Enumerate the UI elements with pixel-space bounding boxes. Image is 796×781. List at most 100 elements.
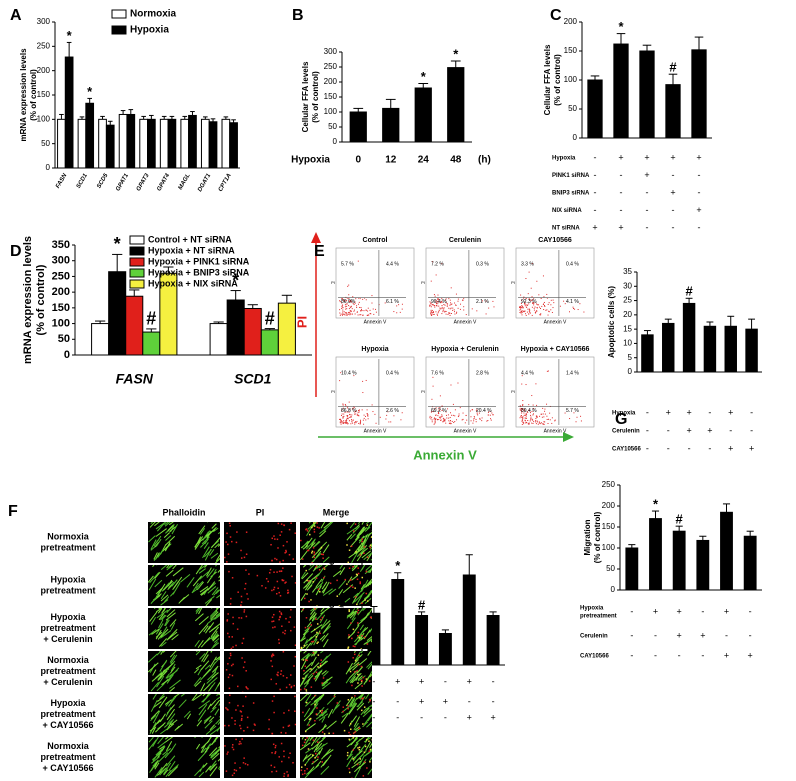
x-tick-label: MAGL	[178, 173, 192, 192]
nucleus	[270, 543, 272, 546]
actin-fiber	[301, 673, 309, 686]
nucleus	[227, 553, 230, 555]
nucleus	[336, 595, 339, 597]
actin-fiber	[356, 702, 365, 711]
nucleus	[292, 762, 294, 764]
nucleus	[300, 646, 303, 649]
nucleus	[284, 632, 286, 635]
event-dot	[465, 415, 467, 417]
event-dot	[433, 294, 435, 296]
x-tick-label: GPAT1	[115, 172, 130, 192]
event-dot	[525, 415, 527, 417]
event-dot	[475, 418, 477, 420]
nucleus	[230, 664, 233, 667]
actin-fiber	[214, 614, 220, 620]
event-dot	[534, 312, 536, 314]
condition-label: PINK1 siRNA	[552, 173, 590, 179]
quadrant-value: 6.1 %	[386, 299, 399, 305]
actin-fiber	[165, 755, 176, 767]
nucleus	[352, 749, 355, 751]
event-dot	[346, 297, 348, 299]
event-dot	[524, 420, 526, 422]
plot-frame	[515, 356, 595, 428]
nucleus	[273, 766, 276, 769]
nucleus	[303, 688, 306, 690]
nucleus	[225, 770, 228, 772]
actin-fiber	[318, 565, 323, 569]
condition-mark: -	[396, 712, 399, 722]
nucleus	[294, 582, 296, 584]
nucleus	[346, 544, 348, 546]
actin-fiber	[360, 539, 367, 550]
actin-fiber	[367, 768, 372, 775]
nucleus	[279, 534, 281, 536]
nucleus	[256, 574, 259, 577]
event-dot	[541, 416, 543, 418]
event-dot	[522, 307, 524, 309]
bar	[98, 118, 107, 169]
y-axis-label: (% of control)	[311, 71, 320, 123]
micrograph	[300, 737, 372, 778]
row-label: pretreatment	[40, 585, 95, 595]
bar	[260, 329, 279, 356]
nucleus	[316, 707, 318, 709]
event-dot	[451, 420, 453, 422]
event-dot	[360, 314, 362, 316]
nucleus	[286, 592, 289, 594]
actin-fiber	[347, 750, 354, 759]
condition-mark: -	[594, 187, 597, 197]
event-dot	[362, 380, 364, 382]
event-dot	[492, 414, 494, 416]
condition-mark: -	[594, 170, 597, 180]
actin-fiber	[355, 654, 363, 661]
nucleus	[277, 547, 279, 549]
legend-swatch	[129, 268, 145, 278]
y-tick-label: 100	[602, 543, 616, 552]
actin-fiber	[302, 545, 309, 550]
actin-fiber	[300, 694, 309, 702]
event-dot	[476, 411, 478, 413]
condition-mark: +	[670, 187, 675, 197]
nucleus	[291, 575, 293, 578]
nucleus	[306, 530, 309, 532]
event-dot	[531, 314, 533, 316]
condition-label: Cerulenin	[580, 634, 608, 640]
event-dot	[341, 409, 343, 411]
nucleus	[279, 561, 281, 563]
event-dot	[365, 419, 367, 421]
actin-fiber	[302, 565, 307, 568]
event-dot	[436, 419, 438, 421]
actin-fiber	[198, 525, 206, 535]
event-dot	[536, 307, 538, 309]
nucleus	[292, 558, 295, 560]
actin-fiber	[156, 535, 162, 542]
condition-mark: -	[620, 170, 623, 180]
event-dot	[433, 423, 435, 425]
event-dot	[543, 421, 545, 423]
actin-fiber	[163, 720, 173, 728]
actin-fiber	[214, 708, 220, 716]
quadrant-value: 86.8 %	[341, 408, 357, 414]
actin-fiber	[312, 668, 318, 675]
condition-mark: +	[728, 443, 733, 453]
nucleus	[346, 754, 349, 757]
actin-fiber	[165, 700, 171, 707]
condition-mark: -	[646, 425, 649, 435]
nucleus	[294, 723, 296, 726]
actin-fiber	[214, 543, 220, 549]
nucleus	[363, 751, 366, 754]
actin-fiber	[171, 667, 180, 677]
actin-fiber	[302, 628, 310, 636]
nucleus	[316, 605, 318, 606]
nucleus	[234, 720, 236, 722]
event-dot	[342, 313, 344, 315]
plot-title: Control	[363, 237, 388, 244]
actin-fiber	[161, 626, 168, 636]
condition-mark: -	[672, 205, 675, 215]
nucleus	[228, 687, 231, 690]
event-dot	[342, 417, 344, 419]
event-dot	[457, 298, 459, 300]
inner-x-label: Annexin V	[544, 428, 567, 434]
nucleus	[239, 767, 241, 769]
actin-fiber	[180, 694, 186, 697]
